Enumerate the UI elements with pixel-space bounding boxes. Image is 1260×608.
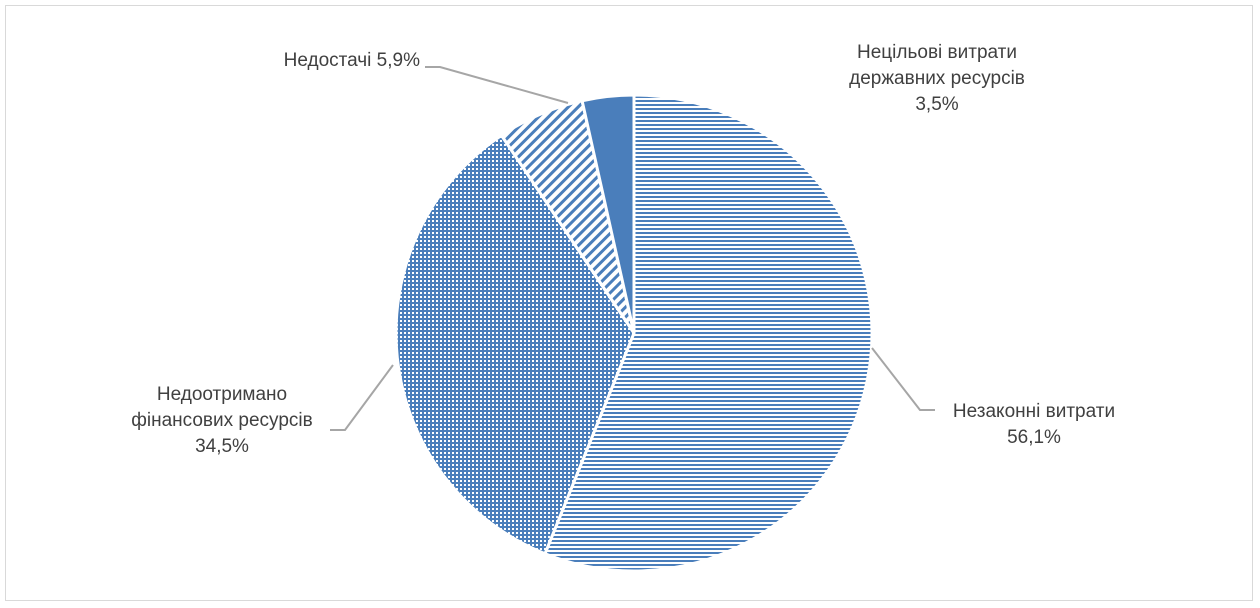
leader-line-1 bbox=[871, 347, 935, 411]
slice-label-4: Нецільові витрати державних ресурсів 3,5% bbox=[849, 42, 1025, 115]
pie-slice-2 bbox=[394, 133, 636, 556]
pie-slice-1 bbox=[543, 93, 874, 573]
pie-slice-4 bbox=[580, 93, 636, 334]
leader-line-3 bbox=[425, 66, 569, 104]
slice-label-1: Незаконні витрати 56,1% bbox=[953, 401, 1115, 448]
slice-label-3: Недостачі 5,9% bbox=[284, 50, 420, 71]
slice-label-2: Недоотримано фінансових ресурсів 34,5% bbox=[131, 384, 312, 457]
leader-line-2 bbox=[330, 364, 394, 431]
